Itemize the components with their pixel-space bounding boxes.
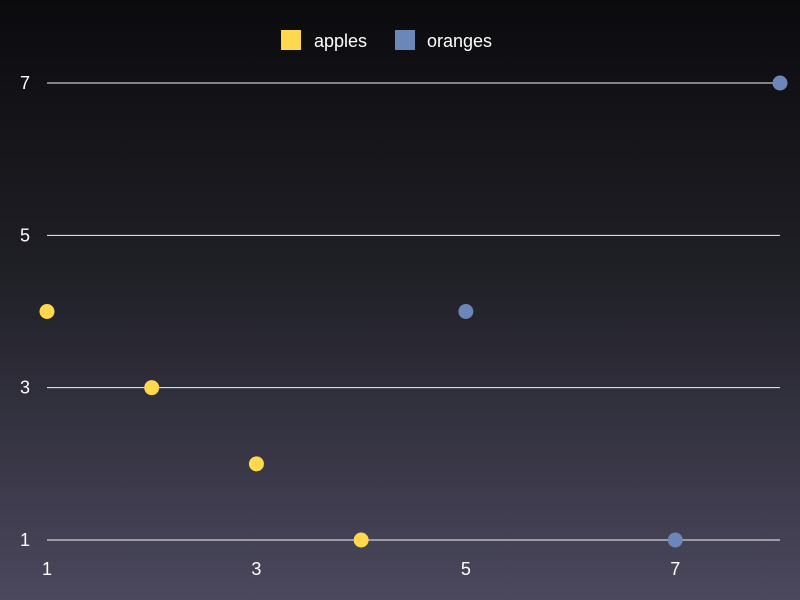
legend-swatch-oranges <box>395 30 415 50</box>
y-tick-label: 7 <box>20 73 30 93</box>
x-tick-label: 1 <box>42 559 52 579</box>
point-apples <box>248 456 264 472</box>
y-axis: 1 3 5 7 <box>20 73 30 550</box>
x-tick-label: 5 <box>461 559 471 579</box>
point-apples <box>39 304 55 319</box>
legend-swatch-apples <box>281 30 301 50</box>
legend-label-apples: apples <box>314 31 367 51</box>
y-tick-label: 3 <box>20 378 30 398</box>
x-tick-label: 7 <box>670 559 680 579</box>
point-apples <box>144 380 160 396</box>
x-tick-label: 3 <box>251 559 261 579</box>
y-tick-label: 1 <box>20 530 30 550</box>
point-oranges <box>772 75 788 91</box>
point-oranges <box>667 532 683 548</box>
grid <box>47 82 780 541</box>
point-oranges <box>458 304 474 319</box>
data-points <box>39 75 788 548</box>
y-tick-label: 5 <box>20 225 30 245</box>
point-apples <box>353 532 369 548</box>
x-axis: 1 3 5 7 <box>42 559 680 579</box>
legend-label-oranges: oranges <box>427 31 492 51</box>
legend: apples oranges <box>281 30 492 51</box>
